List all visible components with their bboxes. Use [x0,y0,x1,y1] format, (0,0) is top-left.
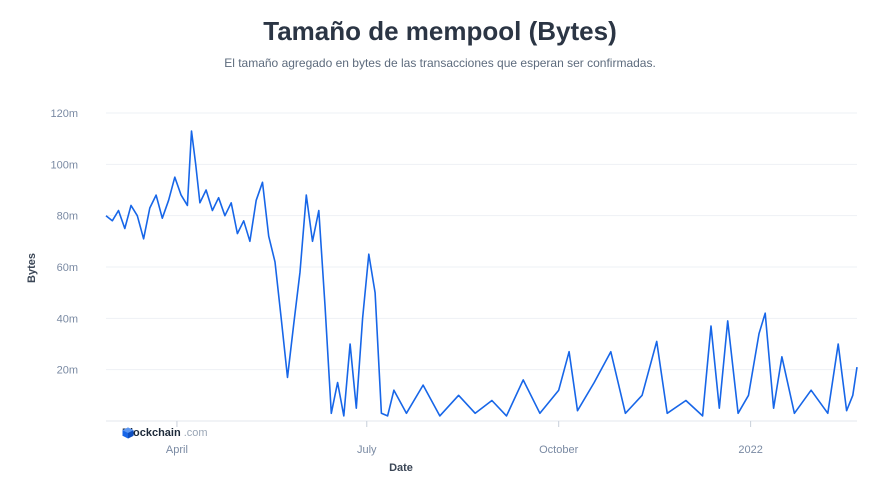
y-tick-label: 20m [57,365,78,377]
blockchain-logo: Blockchain .com [122,427,208,439]
y-axis-label: Bytes [26,253,38,283]
chart-subtitle: El tamaño agregado en bytes de las trans… [224,56,656,70]
y-tick-label: 120m [50,108,78,120]
series-line [105,130,858,417]
brand-suffix: .com [183,427,208,439]
y-tick-label: 40m [57,313,78,325]
x-axis-ticks: April July October 2022 [166,421,763,456]
x-tick-label: April [166,444,188,456]
y-tick-label: 80m [57,211,78,223]
x-axis-label: Date [389,462,413,474]
x-tick-label: July [357,444,377,456]
grid-lines [106,112,857,422]
x-tick-label: 2022 [738,444,762,456]
y-axis-ticks: 20m 40m 60m 80m 100m 120m [50,108,78,377]
y-tick-label: 60m [57,262,78,274]
x-tick-label: October [539,444,578,456]
y-tick-label: 100m [50,159,78,171]
brand-name: Blockchain [122,427,181,439]
cube-icon [122,427,134,439]
chart-title: Tamaño de mempool (Bytes) [263,16,617,46]
